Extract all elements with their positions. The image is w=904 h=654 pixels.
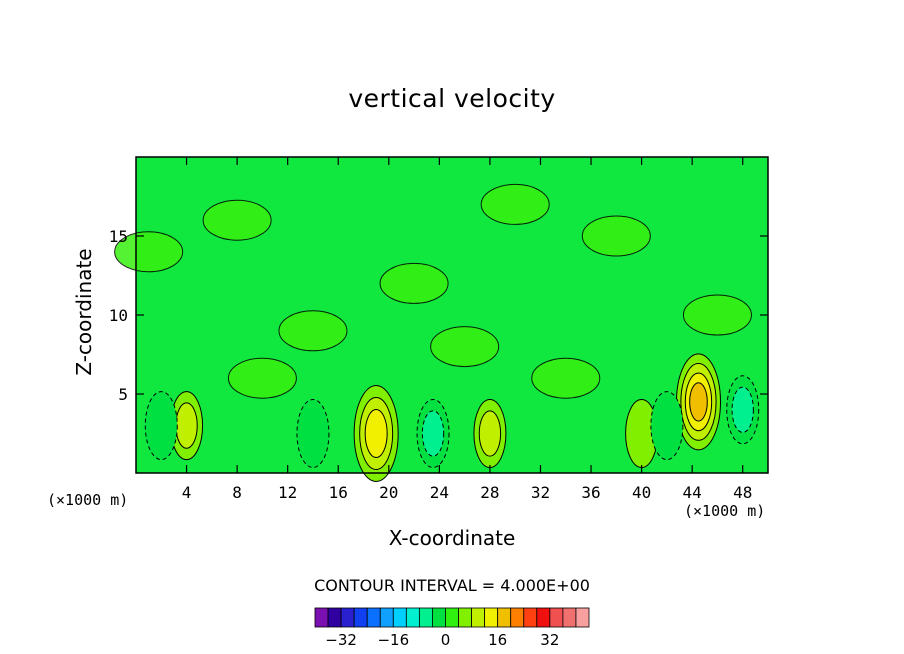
field-patch bbox=[581, 215, 651, 257]
chart-title: vertical velocity bbox=[348, 84, 556, 113]
x-tick-label: 32 bbox=[531, 483, 550, 502]
field-patch bbox=[379, 262, 449, 304]
field-blotches bbox=[114, 183, 752, 399]
contour-cell bbox=[421, 410, 445, 457]
colorbar-swatch bbox=[484, 607, 499, 628]
field-patch bbox=[430, 326, 500, 368]
y-tick-label: 15 bbox=[109, 227, 128, 246]
contour-cell bbox=[689, 382, 708, 422]
colorbar-swatch bbox=[562, 607, 577, 628]
contour-cell bbox=[650, 391, 684, 461]
x-tick-label: 28 bbox=[480, 483, 499, 502]
colorbar-swatch bbox=[432, 607, 446, 628]
x-tick-label: 20 bbox=[379, 483, 398, 502]
colorbar-swatch bbox=[327, 607, 342, 628]
x-axis-label: X-coordinate bbox=[388, 526, 516, 550]
field-patch bbox=[202, 199, 272, 241]
field-patch bbox=[480, 183, 550, 225]
colorbar bbox=[314, 607, 590, 628]
colorbar-tick-label: 0 bbox=[441, 631, 451, 649]
field-patch bbox=[278, 310, 348, 352]
x-tick-label: 8 bbox=[232, 483, 242, 502]
colorbar-swatch bbox=[471, 607, 486, 628]
x-tick-label: 44 bbox=[683, 483, 702, 502]
colorbar-swatch bbox=[379, 607, 394, 628]
y-tick-label: 10 bbox=[109, 306, 128, 325]
y-axis-label: Z-coordinate bbox=[72, 248, 96, 376]
field-patch bbox=[682, 294, 752, 336]
x-tick-label: 36 bbox=[581, 483, 600, 502]
y-tick-label: 5 bbox=[118, 385, 128, 404]
field-patch bbox=[531, 357, 601, 399]
colorbar-tick-label: 16 bbox=[488, 631, 507, 649]
colorbar-tick-label: 32 bbox=[540, 631, 559, 649]
colorbar-swatch bbox=[458, 607, 472, 628]
x-tick-label: 16 bbox=[329, 483, 348, 502]
colorbar-swatch bbox=[549, 607, 564, 628]
colorbar-swatch bbox=[366, 607, 381, 628]
colorbar-swatch bbox=[314, 607, 329, 628]
colorbar-swatch bbox=[340, 607, 355, 628]
colorbar-swatch bbox=[445, 607, 459, 628]
x-tick-label: 12 bbox=[278, 483, 297, 502]
contour-cell bbox=[731, 386, 754, 433]
colorbar-swatch bbox=[523, 607, 538, 628]
colorbar-swatch bbox=[405, 607, 420, 628]
colorbar-swatch bbox=[497, 607, 512, 628]
x-tick-label: 48 bbox=[733, 483, 752, 502]
field-patch bbox=[114, 231, 184, 273]
colorbar-swatch bbox=[392, 607, 407, 628]
colorbar-swatch bbox=[536, 607, 551, 628]
colorbar-swatch bbox=[353, 607, 368, 628]
colorbar-swatch bbox=[575, 607, 590, 628]
contour-interval-label: CONTOUR INTERVAL = 4.000E+00 bbox=[314, 576, 590, 595]
colorbar-tick-label: −16 bbox=[377, 631, 409, 649]
contour-cell bbox=[296, 399, 330, 468]
colorbar-tick-label: −32 bbox=[325, 631, 357, 649]
contour-cell bbox=[364, 409, 388, 458]
x-tick-label: 40 bbox=[632, 483, 651, 502]
x-tick-label: 4 bbox=[182, 483, 192, 502]
contour-cells bbox=[144, 353, 760, 482]
contour-cell bbox=[478, 410, 502, 457]
colorbar-swatch bbox=[418, 607, 433, 628]
contour-cell bbox=[144, 391, 178, 461]
x-unit-right: (×1000 m) bbox=[684, 502, 766, 520]
x-tick-label: 24 bbox=[430, 483, 449, 502]
contour-cell bbox=[175, 402, 198, 449]
field-patch bbox=[227, 357, 297, 399]
colorbar-swatch bbox=[510, 607, 525, 628]
x-unit-left: (×1000 m) bbox=[47, 491, 129, 509]
